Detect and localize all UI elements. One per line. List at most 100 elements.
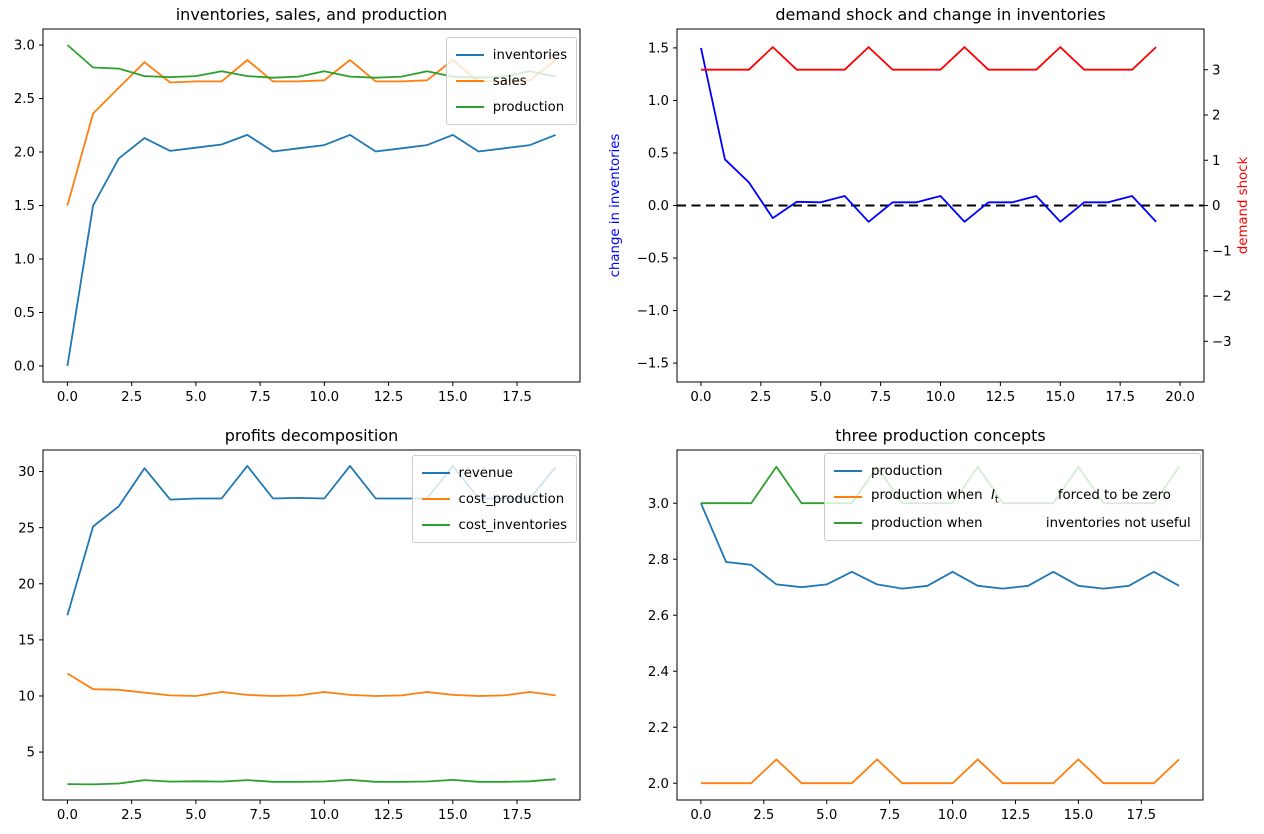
y-tick-label: 30: [18, 465, 35, 480]
chart-title-profits-decomposition: profits decomposition: [224, 426, 399, 445]
chart-title-demand-shock-and-change-in-inventories: demand shock and change in inventories: [775, 5, 1106, 24]
y-tick-label: 0.5: [14, 306, 35, 321]
legend-label-cost-production: cost_production: [458, 491, 565, 507]
x-tick-label: 17.5: [1105, 390, 1135, 405]
x-tick-label: 12.5: [986, 390, 1016, 405]
y-tick-label: 2.0: [14, 146, 35, 161]
legend-label-inventories: inventories: [492, 47, 567, 63]
y-tick-label: 2.5: [14, 92, 35, 107]
series-line-inventories: [66, 133, 556, 367]
legend-label-production-when-inventories-not-useful: production when inventories not useful: [871, 515, 1191, 531]
x-tick-label: 5.0: [185, 390, 206, 405]
series-line-demand-shock: [701, 46, 1157, 71]
legend-line-swatch-production-when-inventories-not-useful: [834, 521, 862, 525]
x-tick-label: 20.0: [1165, 390, 1195, 405]
right-y-tick-label: −2: [1212, 290, 1232, 305]
y-tick-label: 2.6: [648, 609, 669, 624]
legend-entry-production-when-inventories-not-useful: production when inventories not useful: [834, 510, 1191, 536]
y-tick-label: 25: [18, 521, 35, 536]
x-tick-label: 12.5: [374, 390, 404, 405]
legend-label-cost-inventories: cost_inventories: [458, 517, 567, 533]
x-tick-label: 5.0: [185, 808, 206, 823]
x-tick-label: 7.5: [870, 390, 891, 405]
axes-frame-three-production-concepts: [676, 449, 1204, 801]
y-tick-label: 0.5: [648, 147, 669, 162]
y-tick-label: 0.0: [14, 360, 35, 375]
x-tick-label: 0.0: [57, 390, 78, 405]
legend-three-production-concepts: production production when It forced to b…: [824, 453, 1201, 541]
legend-line-swatch-revenue: [421, 471, 450, 475]
series-line-cost-production: [66, 672, 556, 697]
legend-line-swatch-cost-production: [421, 497, 450, 501]
legend-inventories-sales-production: inventories sales production: [445, 37, 577, 125]
x-tick-label: 2.5: [121, 390, 142, 405]
legend-line-swatch-production: [834, 469, 862, 473]
y-tick-label: 20: [18, 577, 35, 592]
x-tick-label: 15.0: [438, 808, 468, 823]
legend-line-swatch-sales: [455, 79, 484, 83]
legend-entry-cost-production: cost_production: [421, 486, 567, 512]
right-axis-label: demand shock: [1236, 157, 1251, 255]
legend-line-swatch-production: [455, 105, 484, 109]
x-tick-label: 10.0: [938, 808, 968, 823]
x-tick-label: 7.5: [879, 808, 900, 823]
x-tick-label: 10.0: [926, 390, 956, 405]
x-tick-label: 15.0: [1064, 808, 1094, 823]
x-tick-label: 17.5: [1127, 808, 1157, 823]
x-tick-label: 2.5: [121, 808, 142, 823]
x-tick-label: 5.0: [816, 808, 837, 823]
x-tick-label: 12.5: [374, 808, 404, 823]
x-tick-label: 12.5: [1001, 808, 1031, 823]
legend-label-sales: sales: [492, 73, 527, 89]
y-tick-label: 10: [18, 690, 35, 705]
legend-entry-cost-inventories: cost_inventories: [421, 512, 567, 538]
x-tick-label: 0.0: [690, 808, 711, 823]
x-tick-label: 10.0: [310, 390, 340, 405]
axes-frame-inventories-sales-production: [42, 28, 581, 383]
y-tick-label: 3.0: [648, 497, 669, 512]
x-tick-label: 0.0: [690, 390, 711, 405]
y-tick-label: 3.0: [14, 39, 35, 54]
left-axis-label: change in inventories: [608, 134, 623, 278]
right-y-tick-label: −1: [1212, 244, 1232, 259]
y-tick-label: −0.5: [637, 252, 669, 267]
y-tick-label: 1.0: [14, 253, 35, 268]
legend-entry-sales: sales: [455, 68, 567, 94]
y-tick-label: 2.0: [648, 777, 669, 792]
y-tick-label: 2.4: [648, 665, 669, 680]
math-subscript-t: t: [994, 494, 999, 506]
series-line-production-when-i-t-forced-to-be-zero: [700, 758, 1180, 785]
series-line-cost-inventories: [67, 778, 556, 786]
legend-entry-production: production: [834, 458, 1191, 484]
x-tick-label: 17.5: [502, 390, 532, 405]
x-tick-label: 5.0: [810, 390, 831, 405]
legend-entry-production-when-i-t-forced-to-be-zero: production when It forced to be zero: [834, 484, 1191, 510]
chart-title-inventories-sales-production: inventories, sales, and production: [175, 5, 448, 24]
legend-line-swatch-cost-inventories: [421, 523, 450, 527]
y-tick-label: 2.8: [648, 553, 669, 568]
y-tick-label: 5: [27, 746, 35, 761]
series-line-change-in-inventories: [700, 47, 1157, 223]
y-tick-label: −1.5: [637, 357, 669, 372]
right-y-tick-label: 2: [1212, 109, 1220, 124]
legend-label-production-when-i-t-forced-to-be-zero: production when It forced to be zero: [871, 488, 1171, 506]
x-tick-label: 15.0: [1045, 390, 1075, 405]
y-tick-label: 15: [18, 633, 35, 648]
x-tick-label: 2.5: [750, 390, 771, 405]
x-tick-label: 2.5: [753, 808, 774, 823]
x-tick-label: 15.0: [438, 390, 468, 405]
x-tick-label: 0.0: [57, 808, 78, 823]
series-line-production: [700, 502, 1180, 590]
legend-label-revenue: revenue: [458, 465, 513, 481]
right-y-tick-label: 1: [1212, 154, 1220, 169]
right-y-tick-label: 0: [1212, 199, 1220, 214]
legend-line-swatch-production-when-i-t-forced-to-be-zero: [834, 495, 862, 499]
x-tick-label: 7.5: [250, 390, 271, 405]
legend-entry-inventories: inventories: [455, 42, 567, 68]
chart-title-three-production-concepts: three production concepts: [835, 426, 1046, 445]
right-y-tick-label: 3: [1212, 63, 1220, 78]
math-symbol-I: I: [991, 488, 995, 504]
y-tick-label: 2.2: [648, 721, 669, 736]
